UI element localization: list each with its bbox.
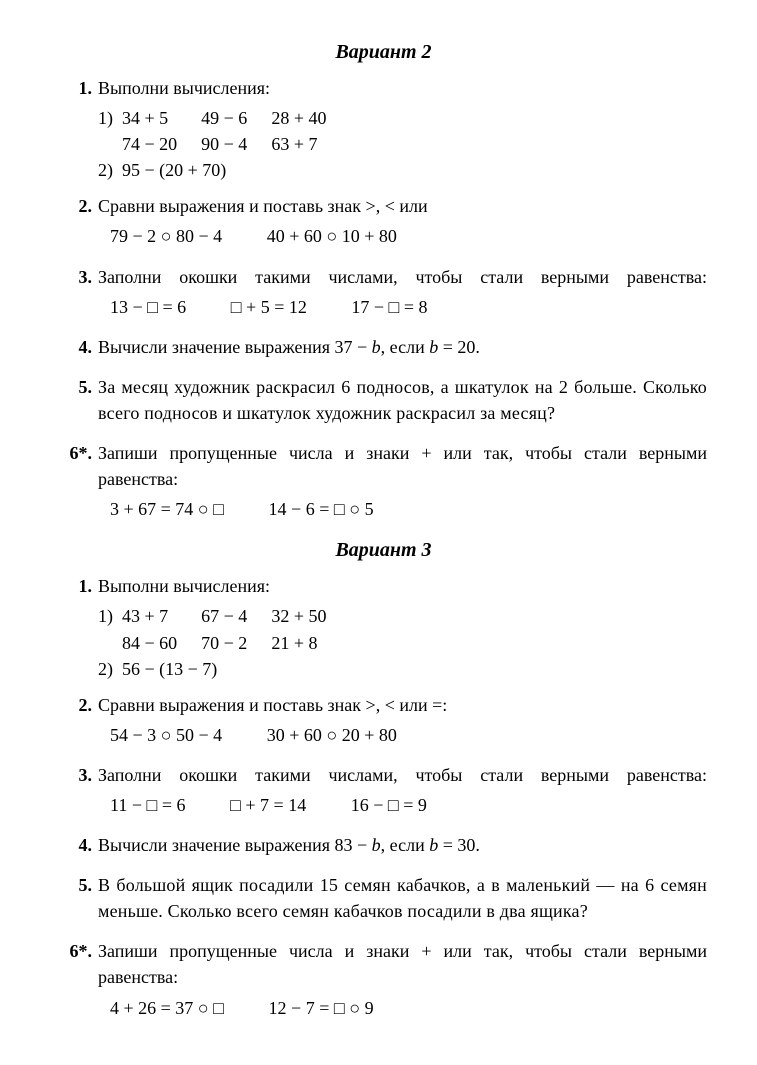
calc-cell: 95 − (20 + 70) <box>122 157 350 183</box>
problem-body: Запиши пропущенные числа и знаки + или т… <box>98 440 707 526</box>
expression: □ + 7 = 14 <box>230 792 306 818</box>
problem-body: Выполни вычисления: 1) 43 + 7 67 − 4 32 … <box>98 573 707 681</box>
problem-number: 2. <box>60 692 98 752</box>
expression: □ + 5 = 12 <box>231 294 307 320</box>
problem-number: 6*. <box>60 440 98 526</box>
sub-number: 1) <box>98 603 122 629</box>
problem-number: 1. <box>60 573 98 681</box>
problem-text: В большой ящик посадили 15 семян кабачко… <box>98 872 707 924</box>
expression: 40 + 60 ○ 10 + 80 <box>267 223 397 249</box>
problem-6: 6*. Запиши пропущенные числа и знаки + и… <box>60 440 707 526</box>
problem-text: Вычисли значение выражения 37 − b, если … <box>98 334 707 360</box>
problem-number: 2. <box>60 193 98 253</box>
problem-body: Выполни вычисления: 1) 34 + 5 49 − 6 28 … <box>98 75 707 183</box>
problem-text: Запиши пропущенные числа и знаки + или т… <box>98 440 707 492</box>
calc-cell: 28 + 40 <box>271 105 350 131</box>
calc-cell: 70 − 2 <box>201 630 271 656</box>
calc-cell: 21 + 8 <box>271 630 350 656</box>
calc-cell: 43 + 7 <box>122 603 201 629</box>
calc-cell: 32 + 50 <box>271 603 350 629</box>
problem-text: За месяц художник раскрасил 6 подносов, … <box>98 374 707 426</box>
expression: 79 − 2 ○ 80 − 4 <box>110 223 222 249</box>
expression: 16 − □ = 9 <box>351 792 427 818</box>
problem-body: Вычисли значение выражения 37 − b, если … <box>98 334 707 364</box>
problem-5: 5. В большой ящик посадили 15 семян каба… <box>60 872 707 928</box>
problem-body: Вычисли значение выражения 83 − b, если … <box>98 832 707 862</box>
calc-cell: 63 + 7 <box>271 131 350 157</box>
problem-text: Заполни окошки такими числами, чтобы ста… <box>98 762 707 788</box>
calc-cell: 84 − 60 <box>122 630 201 656</box>
problem-number: 4. <box>60 832 98 862</box>
problem-body: Сравни выражения и поставь знак >, < или… <box>98 692 707 752</box>
problem-number: 3. <box>60 762 98 822</box>
expression: 30 + 60 ○ 20 + 80 <box>267 722 397 748</box>
problem-body: За месяц художник раскрасил 6 подносов, … <box>98 374 707 430</box>
problem-body: Запиши пропущенные числа и знаки + или т… <box>98 938 707 1024</box>
problem-text: Выполни вычисления: <box>98 573 707 599</box>
variant-title: Вариант 3 <box>60 536 707 565</box>
problem-number: 5. <box>60 374 98 430</box>
problem-text: Запиши пропущенные числа и знаки + или т… <box>98 938 707 990</box>
problem-body: В большой ящик посадили 15 семян кабачко… <box>98 872 707 928</box>
expression: 3 + 67 = 74 ○ □ <box>110 496 224 522</box>
expression: 12 − 7 = □ ○ 9 <box>269 995 374 1021</box>
problem-2: 2. Сравни выражения и поставь знак >, < … <box>60 692 707 752</box>
expression: 54 − 3 ○ 50 − 4 <box>110 722 222 748</box>
problem-body: Заполни окошки такими числами, чтобы ста… <box>98 762 707 822</box>
expression: 13 − □ = 6 <box>110 294 186 320</box>
problem-body: Сравни выражения и поставь знак >, < или… <box>98 193 707 253</box>
sub-number: 1) <box>98 105 122 131</box>
problem-2: 2. Сравни выражения и поставь знак >, < … <box>60 193 707 253</box>
problem-number: 4. <box>60 334 98 364</box>
problem-number: 3. <box>60 264 98 324</box>
expression: 17 − □ = 8 <box>351 294 427 320</box>
calc-cell: 74 − 20 <box>122 131 201 157</box>
problem-text: Выполни вычисления: <box>98 75 707 101</box>
calc-table: 1) 34 + 5 49 − 6 28 + 40 74 − 20 90 − 4 … <box>98 105 350 183</box>
calc-cell: 49 − 6 <box>201 105 271 131</box>
problem-1: 1. Выполни вычисления: 1) 43 + 7 67 − 4 … <box>60 573 707 681</box>
sub-number: 2) <box>98 656 122 682</box>
expression: 11 − □ = 6 <box>110 792 186 818</box>
calc-cell: 34 + 5 <box>122 105 201 131</box>
expression: 4 + 26 = 37 ○ □ <box>110 995 224 1021</box>
problem-body: Заполни окошки такими числами, чтобы ста… <box>98 264 707 324</box>
problem-number: 6*. <box>60 938 98 1024</box>
problem-text: Заполни окошки такими числами, чтобы ста… <box>98 264 707 290</box>
variant-title: Вариант 2 <box>60 38 707 67</box>
calc-cell: 90 − 4 <box>201 131 271 157</box>
expression: 14 − 6 = □ ○ 5 <box>269 496 374 522</box>
problem-4: 4. Вычисли значение выражения 37 − b, ес… <box>60 334 707 364</box>
problem-number: 1. <box>60 75 98 183</box>
calc-table: 1) 43 + 7 67 − 4 32 + 50 84 − 60 70 − 2 … <box>98 603 350 681</box>
problem-5: 5. За месяц художник раскрасил 6 подносо… <box>60 374 707 430</box>
sub-number: 2) <box>98 157 122 183</box>
calc-cell: 56 − (13 − 7) <box>122 656 350 682</box>
problem-3: 3. Заполни окошки такими числами, чтобы … <box>60 264 707 324</box>
problem-6: 6*. Запиши пропущенные числа и знаки + и… <box>60 938 707 1024</box>
problem-3: 3. Заполни окошки такими числами, чтобы … <box>60 762 707 822</box>
problem-text: Сравни выражения и поставь знак >, < или <box>98 193 707 219</box>
calc-cell: 67 − 4 <box>201 603 271 629</box>
problem-text: Вычисли значение выражения 83 − b, если … <box>98 832 707 858</box>
problem-number: 5. <box>60 872 98 928</box>
problem-1: 1. Выполни вычисления: 1) 34 + 5 49 − 6 … <box>60 75 707 183</box>
problem-4: 4. Вычисли значение выражения 83 − b, ес… <box>60 832 707 862</box>
problem-text: Сравни выражения и поставь знак >, < или… <box>98 692 707 718</box>
